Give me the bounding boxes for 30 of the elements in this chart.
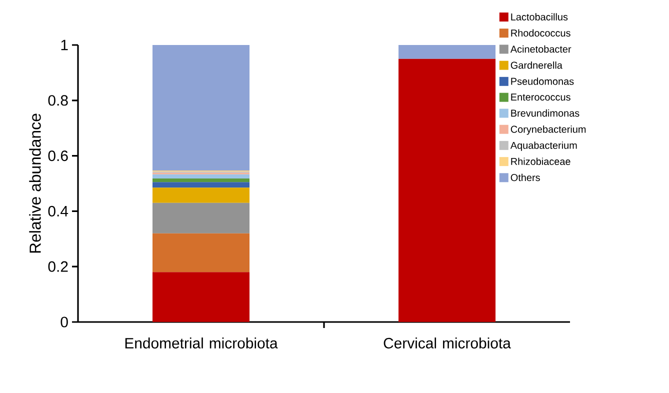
bar: [152, 44, 250, 170]
y-tick-label: 0.6: [48, 150, 68, 162]
y-tick-label: 0.4: [48, 206, 68, 216]
y-tick-label: 0.8: [48, 95, 68, 106]
y-tick-label: 0.2: [48, 261, 68, 272]
x-tick-label: Endometrial microbiota: [125, 338, 278, 348]
bar: [152, 272, 250, 322]
y-tick-label: 0: [60, 316, 68, 328]
legend-label: Acinetobacter: [510, 45, 572, 53]
bar: [152, 233, 250, 272]
bar: [398, 44, 496, 59]
legend-label: Others: [510, 174, 540, 182]
legend-label: Brevundimonas: [511, 109, 580, 117]
legend-label: Pseudomonas: [511, 78, 574, 85]
bar: [398, 58, 496, 322]
bar: [152, 182, 250, 188]
y-tick-label: 1: [61, 40, 68, 50]
legend-label: Enterococcus: [511, 94, 570, 101]
legend-label: Gardnerella: [510, 61, 562, 69]
y-axis-title: Relative abundance: [29, 114, 41, 253]
bar: [152, 202, 250, 234]
x-tick-label: Cervical microbiota: [384, 338, 511, 348]
legend-label: Rhizobiaceae: [511, 158, 570, 166]
legend-label: Rhodococcus: [511, 29, 570, 37]
bar: [152, 174, 250, 179]
legend-label: Lactobacillus: [511, 13, 568, 20]
bar: [152, 178, 250, 182]
bar: [152, 188, 250, 203]
legend-label: Aquabacterium: [510, 142, 577, 151]
legend-label: Corynebacterium: [510, 125, 586, 135]
